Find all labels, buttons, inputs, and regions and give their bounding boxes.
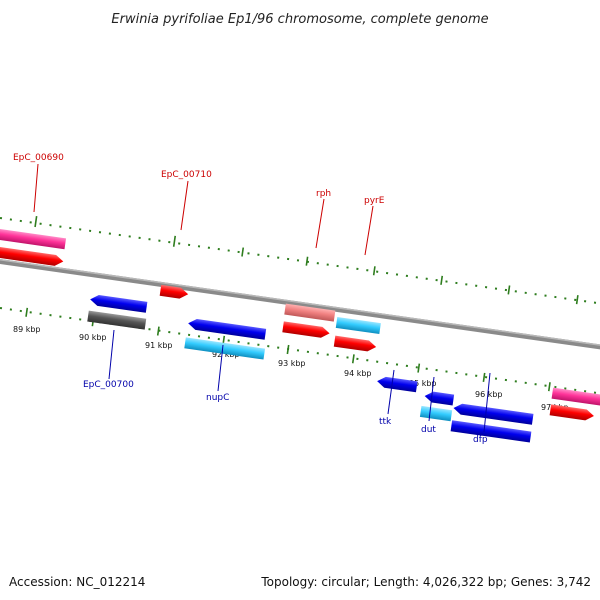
gene-label-dfp: dfp <box>473 435 488 445</box>
kbp-label: 95 kbp <box>409 379 437 388</box>
gene-EpC_00690 <box>0 227 67 250</box>
gene-forward-inner-1 <box>0 245 64 266</box>
genome-summary-text: Topology: circular; Length: 4,026,322 bp… <box>260 575 591 589</box>
gene-EpC_00700 <box>87 310 147 330</box>
gene-label-EpC_00700: EpC_00700 <box>83 380 134 390</box>
gene-label-EpC_00710: EpC_00710 <box>161 170 212 180</box>
kbp-label: 96 kbp <box>475 390 503 399</box>
accession-text: Accession: NC_012214 <box>9 575 145 589</box>
gene-forward-inner-3 <box>282 321 330 338</box>
gene-dut <box>419 405 453 422</box>
gene-rph <box>284 303 336 322</box>
gene-label-pyrE: pyrE <box>364 196 385 206</box>
kbp-label: 93 kbp <box>278 359 306 368</box>
gene-reverse-1 <box>90 295 148 313</box>
gene-labels: EpC_00690 EpC_00710 rph pyrE EpC_00700 n… <box>13 153 488 445</box>
forward-label-leaders <box>33 163 374 256</box>
reverse-label-leaders <box>108 329 491 433</box>
kbp-label: 89 kbp <box>13 325 41 334</box>
gene-pyrE <box>335 316 381 335</box>
gene-label-ttk: ttk <box>379 417 392 427</box>
gene-forward-inner-2 <box>159 284 189 299</box>
gene-forward-inner-5 <box>549 404 594 421</box>
kbp-label: 94 kbp <box>344 369 372 378</box>
gene-ttk <box>377 376 418 393</box>
gene-reverse-4 <box>453 403 534 425</box>
gene-reverse-2 <box>188 318 267 340</box>
gene-label-dut: dut <box>421 425 436 435</box>
gene-forward-outer-right <box>551 387 600 406</box>
chromosome-backbone <box>0 257 600 351</box>
kbp-labels: 89 kbp 90 kbp 91 kbp 92 kbp 93 kbp 94 kb… <box>13 325 569 412</box>
kbp-label: 91 kbp <box>145 341 173 350</box>
gene-dfp <box>450 420 532 443</box>
forward-tick-track <box>0 216 600 305</box>
gene-label-nupC: nupC <box>206 393 229 403</box>
kbp-label: 92 kbp <box>212 350 240 359</box>
gene-label-EpC_00690: EpC_00690 <box>13 153 64 163</box>
gene-forward-inner-4 <box>333 335 377 352</box>
gene-label-rph: rph <box>316 189 331 199</box>
map-title: Erwinia pyrifoliae Ep1/96 chromosome, co… <box>111 12 488 27</box>
gene-reverse-3 <box>424 391 455 406</box>
gene-nupC <box>184 337 266 360</box>
kbp-label: 90 kbp <box>79 333 107 342</box>
